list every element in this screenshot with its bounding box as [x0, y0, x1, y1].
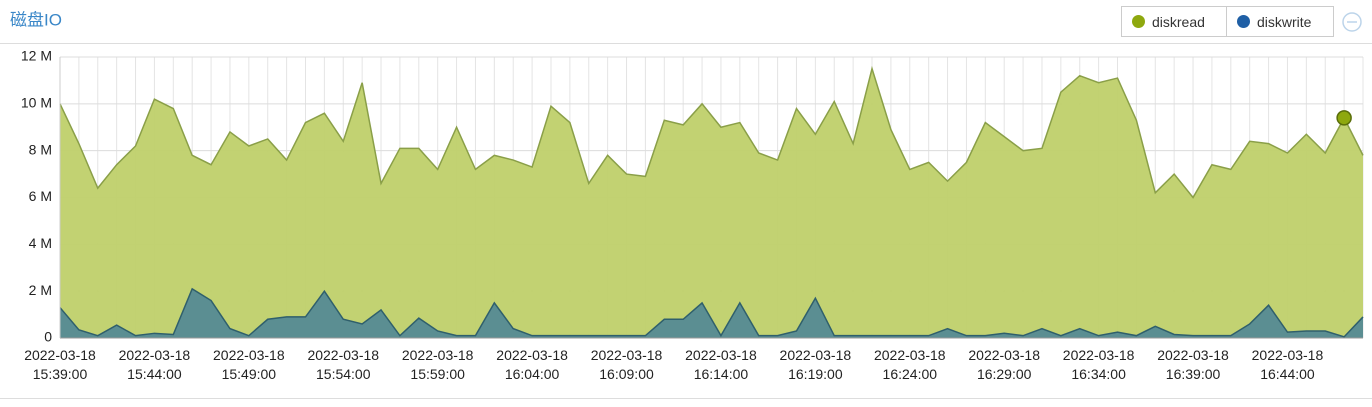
- legend-item[interactable]: diskread: [1121, 6, 1227, 37]
- y-tick-label: 2 M: [29, 282, 52, 298]
- x-tick-label: 2022-03-18 15:49:00: [213, 347, 285, 382]
- chart-title: 磁盘IO: [10, 10, 62, 29]
- legend-dot: [1237, 15, 1250, 28]
- x-tick-label: 2022-03-18 16:09:00: [590, 347, 663, 382]
- y-tick-label: 8 M: [29, 141, 52, 157]
- y-tick-label: 4 M: [29, 235, 52, 251]
- line: [59, 287, 1364, 338]
- x-tick-label: 2022-03-18 15:44:00: [118, 347, 191, 382]
- y-tick-label: 12 M: [21, 48, 52, 64]
- x-tick-label: 2022-03-18 15:59:00: [401, 347, 474, 382]
- x-tick-label: 2022-03-18 16:44:00: [1251, 347, 1324, 382]
- y-tick-label: 0: [44, 329, 52, 345]
- x-tick-label: 2022-03-18 16:39:00: [1157, 347, 1229, 382]
- x-tick-label: 2022-03-18 16:04:00: [496, 347, 568, 382]
- legend-item[interactable]: diskwrite: [1226, 6, 1334, 37]
- area: [60, 288, 1363, 338]
- legend-label: diskwrite: [1257, 13, 1312, 30]
- hover-marker: [1336, 110, 1352, 126]
- x-tick-label: 2022-03-18 16:24:00: [873, 347, 946, 382]
- x-tick-label: 2022-03-18 16:19:00: [779, 347, 852, 382]
- x-tick-label: 2022-03-18 15:39:00: [24, 347, 96, 382]
- legend-label: diskread: [1152, 13, 1205, 30]
- x-tick-label: 2022-03-18 16:34:00: [1062, 347, 1135, 382]
- area: [60, 68, 1363, 338]
- x-tick-label: 2022-03-18 16:29:00: [968, 347, 1040, 382]
- line: [59, 65, 1364, 199]
- y-tick-label: 6 M: [29, 188, 52, 204]
- legend-dot: [1132, 15, 1145, 28]
- x-tick-label: 2022-03-18 15:54:00: [307, 347, 380, 382]
- y-tick-label: 10 M: [21, 95, 52, 111]
- x-tick-label: 2022-03-18 16:14:00: [685, 347, 757, 382]
